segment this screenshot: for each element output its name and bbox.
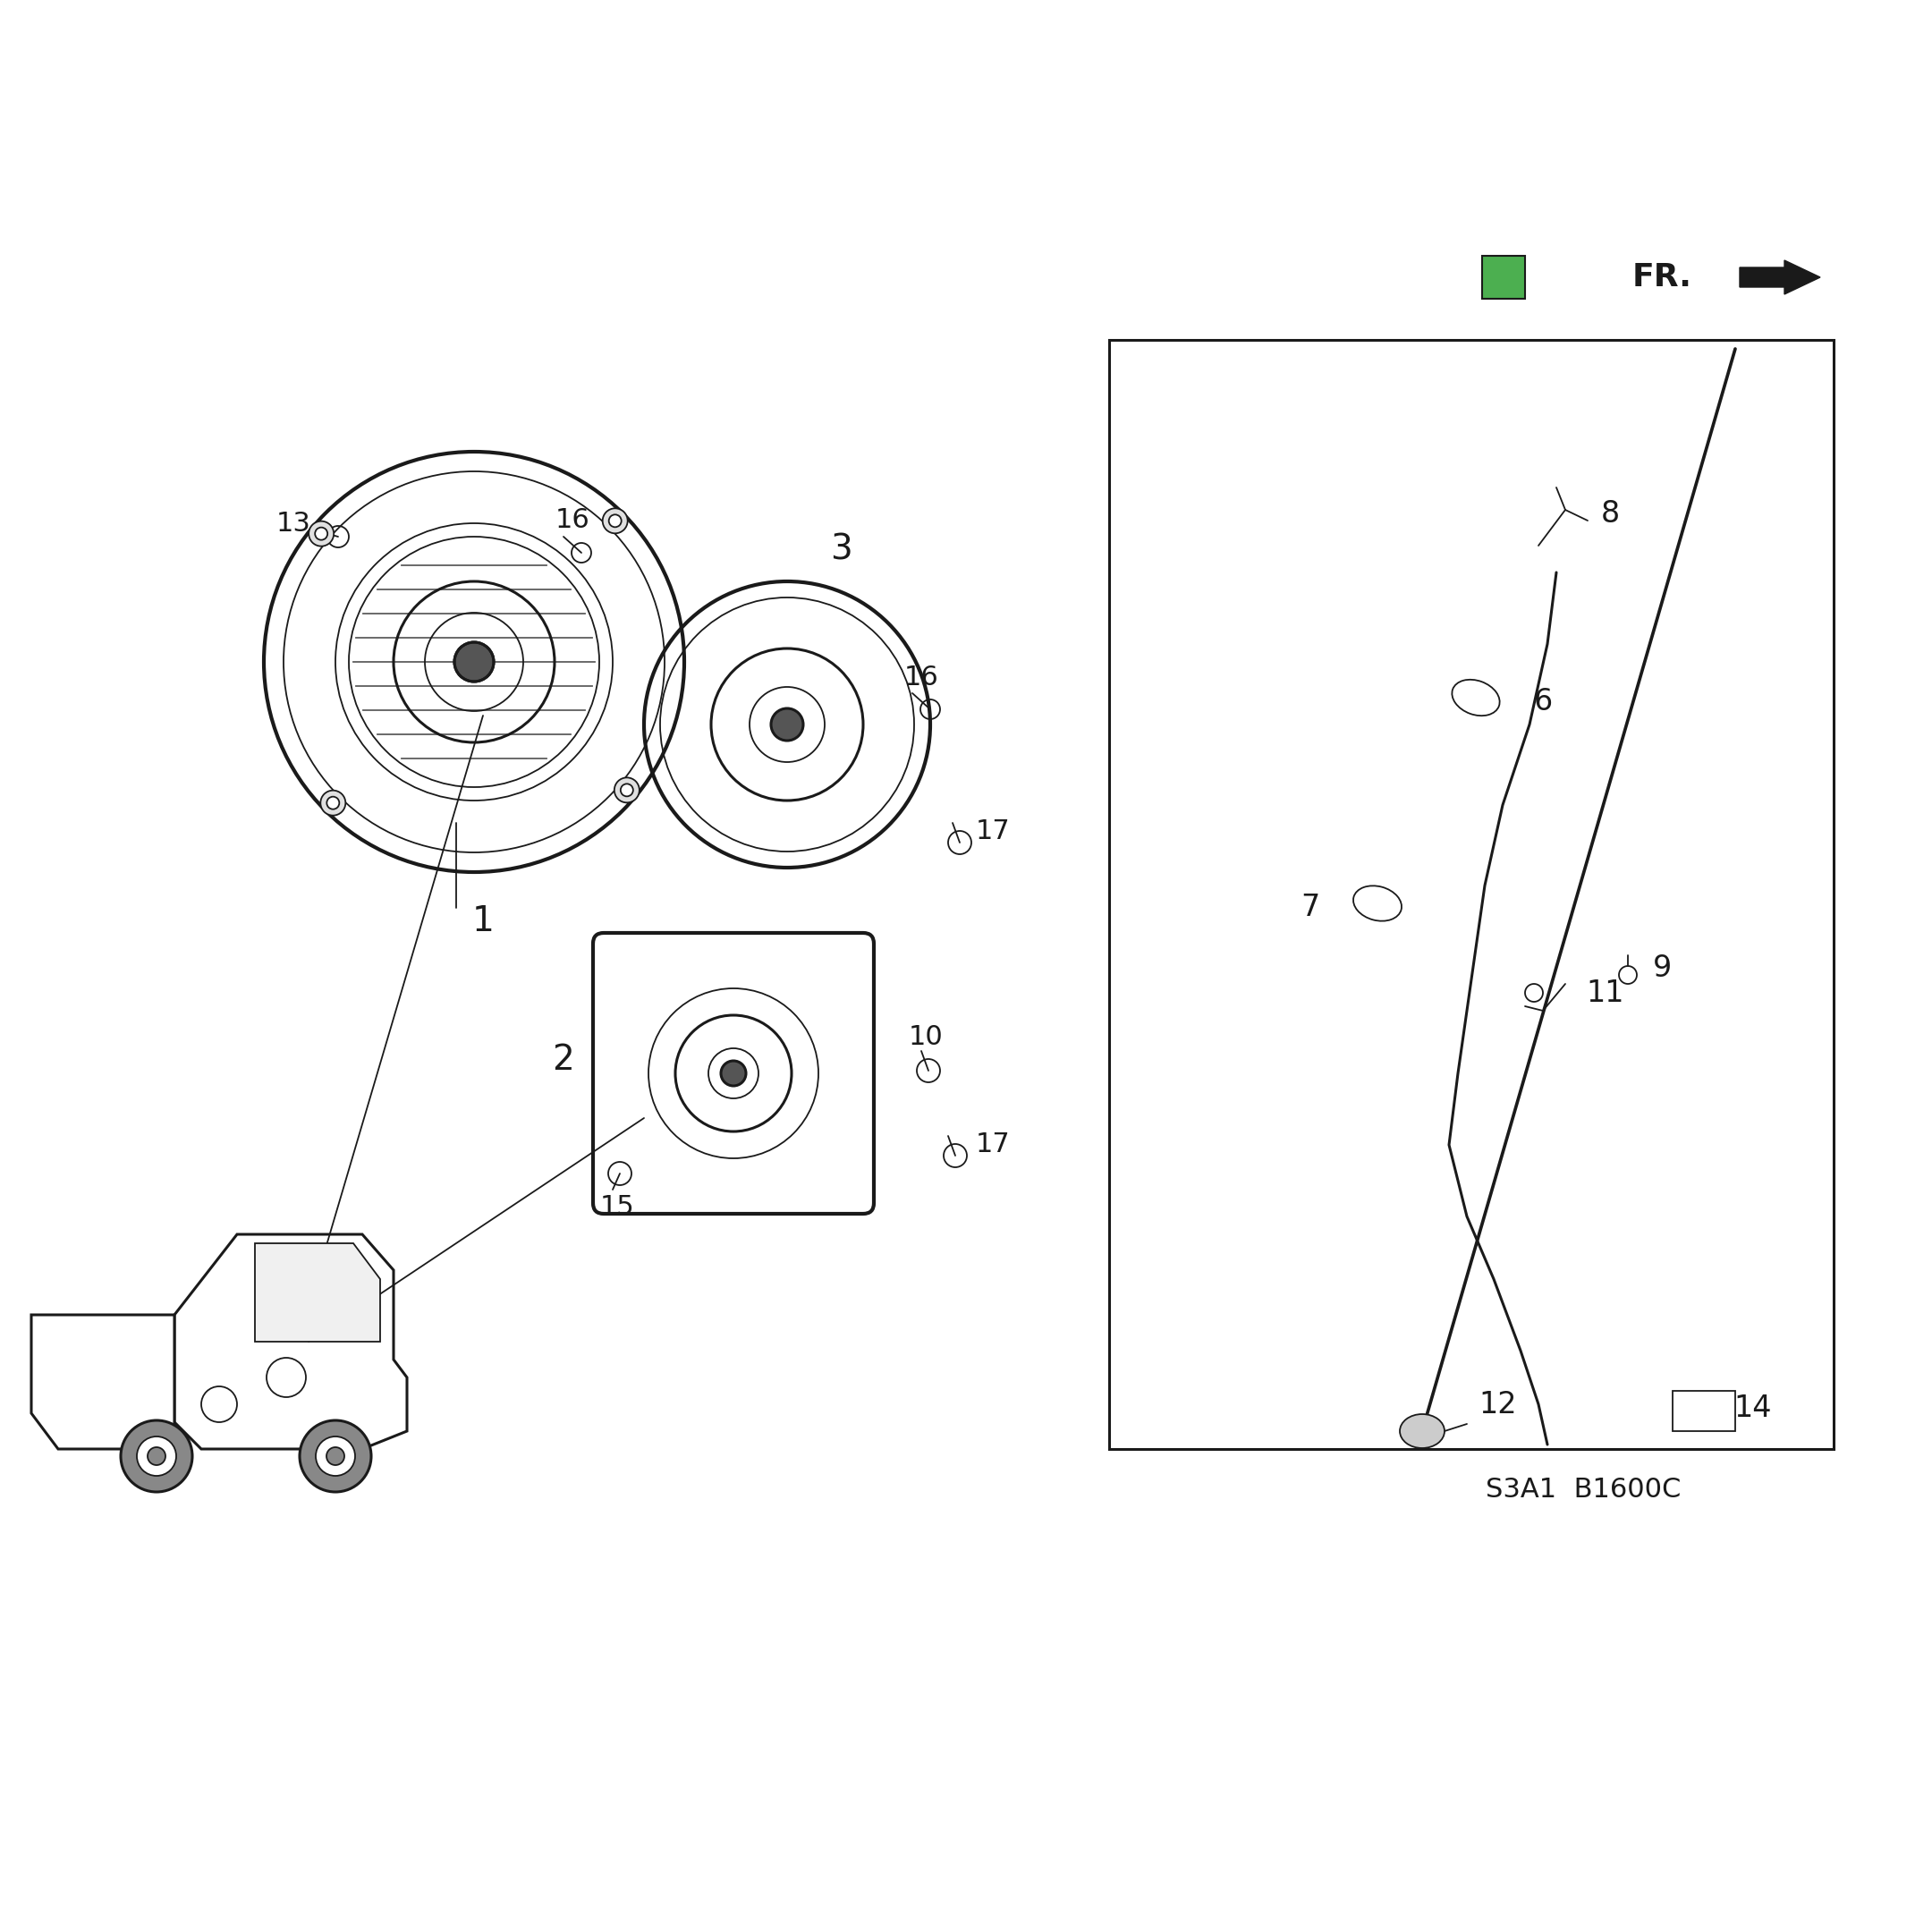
Polygon shape — [31, 1316, 174, 1449]
Text: 16: 16 — [904, 665, 939, 690]
Text: 17: 17 — [976, 1132, 1010, 1157]
Text: 6: 6 — [1534, 688, 1553, 717]
Text: 12: 12 — [1480, 1389, 1517, 1418]
Ellipse shape — [1401, 1414, 1445, 1449]
Text: 15: 15 — [599, 1194, 634, 1221]
Circle shape — [309, 522, 334, 547]
Text: 2: 2 — [553, 1043, 574, 1076]
Bar — [1673, 1391, 1735, 1432]
Circle shape — [620, 784, 634, 796]
Circle shape — [120, 1420, 193, 1492]
FancyArrow shape — [1739, 261, 1820, 294]
Circle shape — [614, 777, 639, 802]
Text: 4: 4 — [1493, 263, 1515, 292]
Circle shape — [721, 1061, 746, 1086]
Text: 10: 10 — [908, 1024, 943, 1051]
Circle shape — [321, 790, 346, 815]
Circle shape — [137, 1437, 176, 1476]
Circle shape — [603, 508, 628, 533]
Circle shape — [147, 1447, 166, 1464]
Text: 1: 1 — [471, 904, 495, 939]
Circle shape — [299, 1420, 371, 1492]
Text: S3A1  B1600C: S3A1 B1600C — [1486, 1476, 1681, 1503]
Text: 16: 16 — [554, 508, 589, 533]
Circle shape — [327, 796, 340, 810]
Circle shape — [315, 1437, 355, 1476]
Text: 8: 8 — [1600, 500, 1619, 529]
Text: 14: 14 — [1735, 1395, 1772, 1424]
Ellipse shape — [1352, 885, 1401, 922]
Circle shape — [609, 514, 622, 527]
Text: FR.: FR. — [1633, 263, 1692, 292]
Text: 3: 3 — [829, 533, 852, 568]
Text: 17: 17 — [976, 819, 1010, 844]
Text: 11: 11 — [1586, 978, 1625, 1009]
Text: 9: 9 — [1652, 952, 1671, 983]
Circle shape — [327, 1447, 344, 1464]
Text: 7: 7 — [1300, 893, 1320, 923]
Circle shape — [771, 709, 804, 740]
Bar — [1482, 255, 1524, 299]
Text: 13: 13 — [276, 510, 311, 537]
Circle shape — [315, 527, 328, 539]
Polygon shape — [255, 1244, 381, 1341]
Circle shape — [454, 641, 495, 682]
FancyBboxPatch shape — [593, 933, 873, 1213]
Bar — [1109, 340, 1833, 1449]
Polygon shape — [174, 1235, 408, 1449]
Ellipse shape — [1453, 680, 1499, 715]
